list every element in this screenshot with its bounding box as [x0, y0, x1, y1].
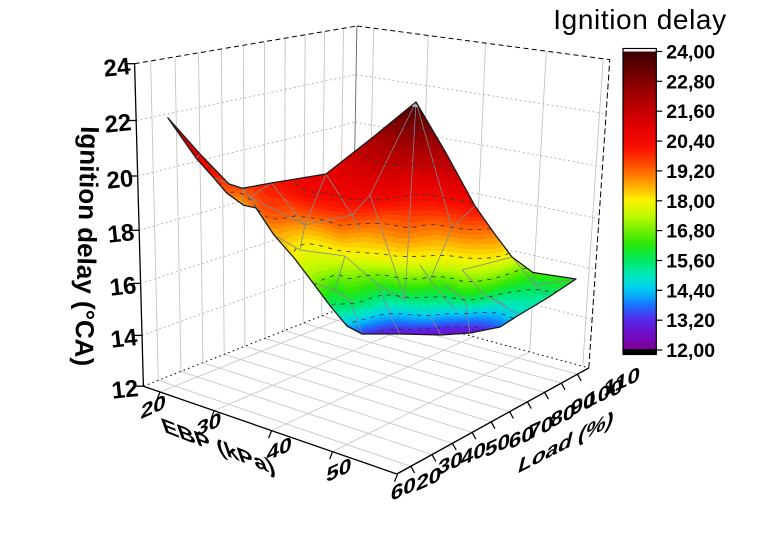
svg-text:Ignition delay: Ignition delay: [553, 4, 726, 35]
svg-text:22: 22: [103, 109, 132, 139]
svg-text:22,80: 22,80: [666, 71, 715, 93]
svg-text:21,60: 21,60: [666, 101, 715, 123]
svg-text:20,40: 20,40: [666, 131, 715, 153]
svg-text:12: 12: [110, 375, 139, 405]
svg-text:16,80: 16,80: [666, 221, 715, 243]
svg-text:15,60: 15,60: [666, 251, 715, 273]
svg-text:14: 14: [109, 324, 139, 354]
svg-text:18: 18: [106, 219, 135, 249]
svg-text:24,00: 24,00: [666, 42, 715, 64]
svg-text:12,00: 12,00: [666, 340, 715, 362]
svg-text:18,00: 18,00: [666, 191, 715, 213]
svg-text:14,40: 14,40: [666, 280, 715, 302]
svg-text:24: 24: [102, 53, 132, 83]
svg-text:Ignition delay (°CA): Ignition delay (°CA): [69, 126, 105, 367]
svg-text:20: 20: [105, 165, 134, 195]
svg-text:13,20: 13,20: [666, 310, 715, 332]
svg-text:19,20: 19,20: [666, 161, 715, 183]
svg-text:16: 16: [108, 272, 137, 302]
